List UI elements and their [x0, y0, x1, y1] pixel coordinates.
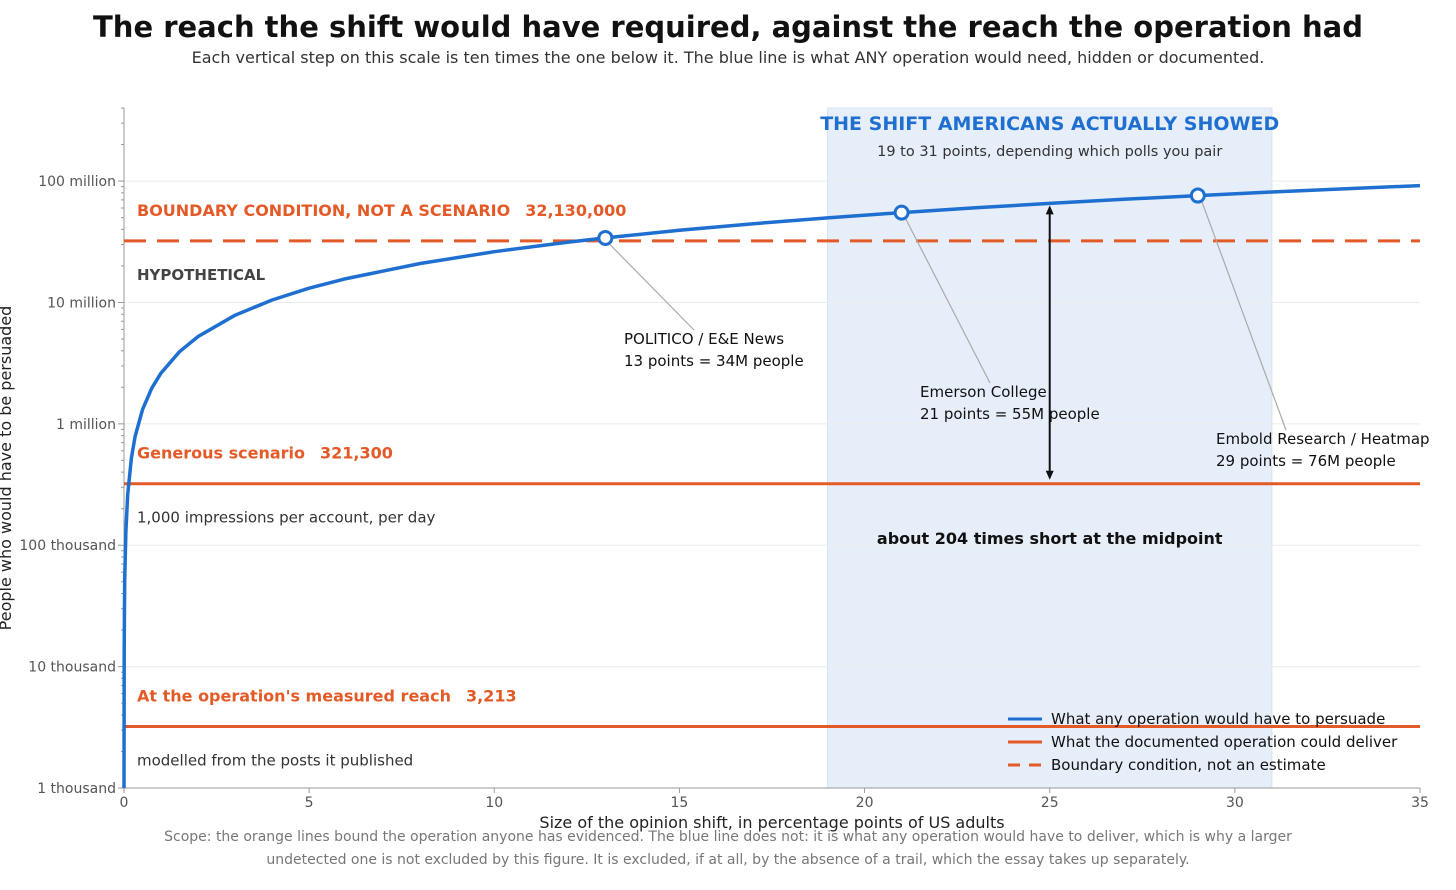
poll-value-label: 21 points = 55M people [920, 405, 1100, 423]
annotation-leader [1201, 201, 1287, 431]
reference-line-sublabel: modelled from the posts it published [137, 751, 413, 769]
poll-point [597, 229, 614, 246]
band-title: THE SHIFT AMERICANS ACTUALLY SHOWED [820, 113, 1279, 135]
y-tick-label: 100 million [38, 174, 116, 190]
reference-line-sublabel: 1,000 impressions per account, per day [137, 509, 436, 527]
y-tick-label: 10 million [47, 295, 116, 311]
reference-line-label: Generous scenario 321,300 [137, 444, 393, 463]
poll-point [1189, 187, 1206, 204]
annotation-leader [905, 218, 991, 384]
poll-label: POLITICO / E&E News [624, 330, 784, 348]
legend-entry: What the documented operation could deli… [1051, 733, 1398, 751]
poll-value-label: 29 points = 76M people [1216, 452, 1396, 470]
poll-label: Emerson College [920, 383, 1047, 401]
gap-label: about 204 times short at the midpoint [877, 529, 1223, 548]
legend-entry: Boundary condition, not an estimate [1051, 756, 1326, 774]
legend-entry: What any operation would have to persuad… [1051, 710, 1385, 728]
gap-arrow-head-bottom [1045, 470, 1054, 480]
reference-line-sublabel: HYPOTHETICAL [137, 266, 266, 284]
annotation-leader [608, 243, 695, 331]
y-axis-title: People who would have to be persuaded [0, 306, 15, 631]
poll-label: Embold Research / Heatmap [1216, 430, 1430, 448]
x-tick-label: 20 [856, 795, 874, 811]
y-tick-label: 1 thousand [37, 781, 116, 797]
x-tick-label: 5 [305, 795, 314, 811]
x-tick-label: 15 [671, 795, 689, 811]
chart-title: The reach the shift would have required,… [93, 10, 1363, 44]
band-subtitle: 19 to 31 points, depending which polls y… [877, 144, 1222, 160]
reference-line-label: BOUNDARY CONDITION, NOT A SCENARIO 32,130… [137, 201, 626, 220]
y-tick-label: 100 thousand [19, 538, 116, 554]
x-tick-label: 0 [120, 795, 129, 811]
chart-subtitle: Each vertical step on this scale is ten … [191, 48, 1265, 67]
poll-point [893, 204, 910, 221]
poll-value-label: 13 points = 34M people [624, 352, 804, 370]
x-tick-label: 25 [1041, 795, 1059, 811]
y-tick-label: 1 million [56, 417, 116, 433]
x-tick-label: 10 [485, 795, 503, 811]
x-axis-title: Size of the opinion shift, in percentage… [539, 813, 1004, 832]
x-tick-label: 35 [1411, 795, 1429, 811]
required-reach-curve [122, 183, 1421, 789]
y-tick-label: 10 thousand [28, 660, 116, 676]
scope-footnote: Scope: the orange lines bound the operat… [164, 829, 1292, 868]
reference-line-label: At the operation's measured reach 3,213 [137, 686, 517, 705]
gap-arrow-head-top [1045, 205, 1054, 215]
x-tick-label: 30 [1226, 795, 1244, 811]
